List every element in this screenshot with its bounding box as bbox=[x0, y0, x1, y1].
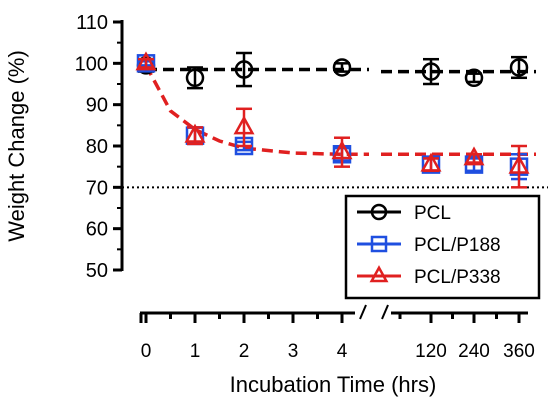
y-tick-label: 60 bbox=[86, 219, 108, 241]
data-point-circle bbox=[509, 58, 529, 77]
data-point-circle bbox=[185, 68, 205, 88]
legend: PCL PCL/P188 PCL/P338 bbox=[344, 194, 541, 300]
data-point-triangle bbox=[463, 146, 485, 166]
x-tick-label: 120 bbox=[415, 341, 447, 362]
data-point-triangle bbox=[508, 154, 530, 174]
data-point-triangle bbox=[233, 115, 255, 135]
y-tick-label: 110 bbox=[76, 12, 108, 34]
x-tick-label: 4 bbox=[337, 341, 348, 362]
x-axis-label: Incubation Time (hrs) bbox=[230, 372, 437, 397]
legend-marker-square bbox=[370, 235, 388, 253]
legend-label: PCL/P338 bbox=[414, 267, 501, 288]
data-point-circle bbox=[332, 58, 352, 77]
x-tick-label: 0 bbox=[141, 341, 152, 362]
y-tick-label: 100 bbox=[75, 53, 108, 75]
x-tick-label: 1 bbox=[190, 341, 201, 362]
data-point-triangle bbox=[420, 152, 442, 172]
fit-line-2 bbox=[144, 64, 369, 157]
x-axis: 0 1 2 3 4 120 240 360 bbox=[139, 304, 535, 362]
data-point-circle bbox=[464, 68, 484, 88]
legend-marker-triangle bbox=[369, 265, 389, 283]
data-point-circle bbox=[234, 60, 254, 79]
y-tick-label: 50 bbox=[86, 260, 108, 282]
data-point-triangle bbox=[184, 123, 206, 143]
y-tick-label: 70 bbox=[86, 177, 108, 199]
x-tick-label: 240 bbox=[458, 341, 490, 362]
x-tick-label: 360 bbox=[503, 341, 535, 362]
data-point-triangle bbox=[331, 140, 353, 160]
axis-break-mark bbox=[359, 304, 367, 320]
y-tick-label: 80 bbox=[86, 136, 108, 158]
data-point-triangle bbox=[135, 51, 157, 71]
data-points-layer bbox=[135, 51, 530, 189]
legend-label: PCL bbox=[414, 203, 451, 224]
y-tick-label: 90 bbox=[86, 95, 108, 117]
x-tick-label: 3 bbox=[288, 341, 299, 362]
y-axis: 50 60 70 80 90 100 110 bbox=[75, 12, 124, 282]
x-tick-label: 2 bbox=[239, 341, 250, 362]
axis-break-mark bbox=[381, 304, 389, 320]
legend-label: PCL/P188 bbox=[414, 235, 501, 256]
y-axis-label: Weight Change (%) bbox=[4, 50, 29, 242]
data-point-circle bbox=[421, 62, 441, 81]
legend-marker-circle bbox=[370, 203, 388, 221]
